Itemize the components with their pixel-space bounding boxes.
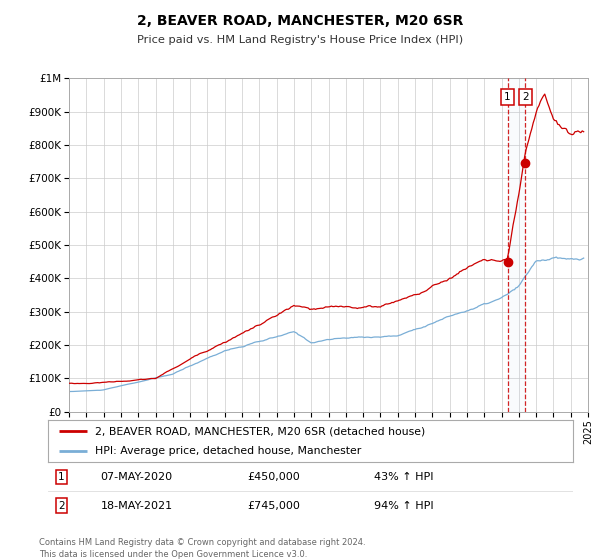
Text: Contains HM Land Registry data © Crown copyright and database right 2024.
This d: Contains HM Land Registry data © Crown c…: [39, 538, 365, 559]
Text: £450,000: £450,000: [248, 472, 300, 482]
Text: 1: 1: [58, 472, 64, 482]
Text: 1: 1: [504, 92, 511, 102]
Text: £745,000: £745,000: [248, 501, 301, 511]
Bar: [508, 78, 526, 412]
Text: 2, BEAVER ROAD, MANCHESTER, M20 6SR: 2, BEAVER ROAD, MANCHESTER, M20 6SR: [137, 14, 463, 28]
Text: Price paid vs. HM Land Registry's House Price Index (HPI): Price paid vs. HM Land Registry's House …: [137, 35, 463, 45]
Text: 2: 2: [522, 92, 529, 102]
Text: 2: 2: [58, 501, 64, 511]
Text: 94% ↑ HPI: 94% ↑ HPI: [373, 501, 433, 511]
Text: 07-MAY-2020: 07-MAY-2020: [101, 472, 173, 482]
Text: 2, BEAVER ROAD, MANCHESTER, M20 6SR (detached house): 2, BEAVER ROAD, MANCHESTER, M20 6SR (det…: [95, 426, 425, 436]
Text: 18-MAY-2021: 18-MAY-2021: [101, 501, 173, 511]
Text: HPI: Average price, detached house, Manchester: HPI: Average price, detached house, Manc…: [95, 446, 361, 456]
Text: 43% ↑ HPI: 43% ↑ HPI: [373, 472, 433, 482]
